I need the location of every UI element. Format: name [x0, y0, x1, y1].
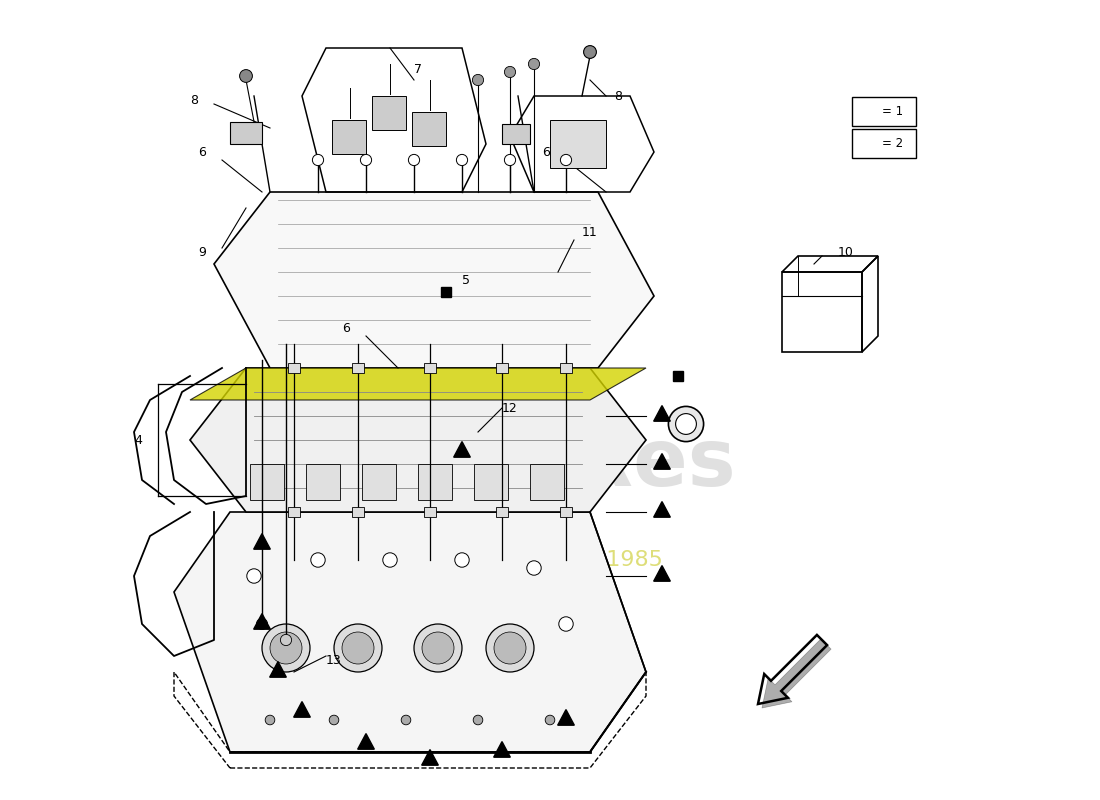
Text: 6: 6 — [198, 146, 206, 158]
Polygon shape — [190, 368, 646, 400]
Bar — [560, 507, 572, 517]
Bar — [250, 464, 284, 500]
Circle shape — [329, 715, 339, 725]
FancyArrow shape — [762, 639, 832, 708]
Bar — [352, 507, 364, 517]
Bar — [441, 287, 451, 297]
Bar — [412, 112, 446, 146]
Polygon shape — [653, 454, 670, 469]
Circle shape — [675, 414, 696, 434]
Bar — [352, 363, 364, 373]
Bar — [306, 464, 340, 500]
Circle shape — [246, 569, 261, 583]
Bar — [550, 120, 606, 168]
Circle shape — [402, 715, 410, 725]
Bar — [373, 96, 406, 130]
Bar — [502, 124, 530, 144]
Circle shape — [270, 632, 302, 664]
Circle shape — [486, 624, 534, 672]
Text: 7: 7 — [414, 63, 422, 76]
FancyBboxPatch shape — [852, 97, 915, 126]
Text: 8: 8 — [614, 90, 622, 102]
Circle shape — [494, 632, 526, 664]
Circle shape — [383, 553, 397, 567]
Text: 9: 9 — [198, 246, 206, 258]
Text: 12: 12 — [502, 402, 518, 414]
Bar — [332, 120, 366, 154]
Bar — [418, 464, 452, 500]
Bar — [424, 363, 437, 373]
Polygon shape — [174, 512, 646, 752]
Text: = 2: = 2 — [882, 137, 903, 150]
Circle shape — [361, 154, 372, 166]
Polygon shape — [558, 710, 574, 725]
Polygon shape — [214, 192, 654, 368]
Bar — [424, 507, 437, 517]
Bar — [862, 139, 870, 147]
Text: 6: 6 — [342, 322, 350, 334]
Text: 10: 10 — [838, 246, 854, 258]
Circle shape — [546, 715, 554, 725]
Circle shape — [559, 617, 573, 631]
Circle shape — [414, 624, 462, 672]
Circle shape — [262, 624, 310, 672]
Text: 6: 6 — [542, 146, 550, 158]
Polygon shape — [190, 368, 646, 512]
Circle shape — [454, 553, 470, 567]
Circle shape — [505, 66, 516, 78]
Text: 13: 13 — [326, 654, 342, 666]
Bar — [474, 464, 507, 500]
Circle shape — [456, 154, 468, 166]
Polygon shape — [270, 662, 286, 677]
Circle shape — [584, 46, 596, 58]
Polygon shape — [653, 406, 670, 421]
Circle shape — [280, 634, 292, 646]
Bar — [230, 122, 262, 144]
Polygon shape — [294, 702, 310, 717]
Circle shape — [472, 74, 484, 86]
Circle shape — [505, 154, 516, 166]
Circle shape — [408, 154, 419, 166]
Polygon shape — [860, 104, 872, 114]
Circle shape — [265, 715, 275, 725]
Bar — [560, 363, 572, 373]
Circle shape — [256, 618, 267, 630]
Bar — [496, 363, 508, 373]
Bar — [673, 371, 683, 381]
Circle shape — [312, 154, 323, 166]
Circle shape — [422, 632, 454, 664]
Polygon shape — [358, 734, 374, 749]
Circle shape — [311, 553, 326, 567]
Bar — [287, 363, 300, 373]
Circle shape — [334, 624, 382, 672]
Circle shape — [669, 406, 704, 442]
Circle shape — [527, 561, 541, 575]
Text: 5: 5 — [462, 274, 470, 286]
Polygon shape — [421, 750, 438, 765]
Text: a passion for parts since 1985: a passion for parts since 1985 — [326, 550, 662, 570]
Circle shape — [342, 632, 374, 664]
Bar — [496, 507, 508, 517]
Polygon shape — [653, 566, 670, 581]
Bar — [362, 464, 396, 500]
Text: 8: 8 — [190, 94, 198, 106]
FancyBboxPatch shape — [852, 129, 915, 158]
Text: 11: 11 — [582, 226, 597, 238]
Polygon shape — [494, 742, 510, 757]
Polygon shape — [453, 442, 471, 457]
Text: europaRes: europaRes — [252, 425, 736, 503]
Text: = 1: = 1 — [882, 105, 903, 118]
Polygon shape — [254, 534, 271, 549]
Polygon shape — [254, 614, 271, 629]
Polygon shape — [653, 502, 670, 517]
Circle shape — [473, 715, 483, 725]
Bar — [530, 464, 563, 500]
Circle shape — [528, 58, 540, 70]
Bar — [287, 507, 300, 517]
Circle shape — [240, 70, 252, 82]
Circle shape — [560, 154, 572, 166]
Text: 4: 4 — [134, 434, 142, 446]
